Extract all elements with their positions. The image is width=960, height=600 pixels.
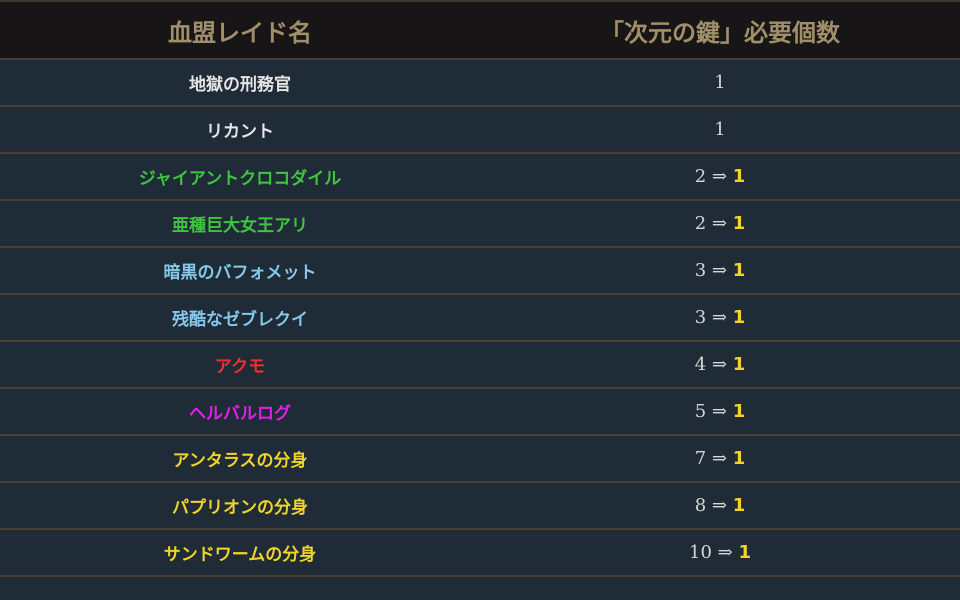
table-row: リカント 1 xyxy=(0,106,960,153)
raid-name: 残酷なゼブレクイ xyxy=(172,310,308,330)
key-count: 1 xyxy=(480,106,960,153)
new-count: 1 xyxy=(732,213,746,234)
raid-name: パプリオンの分身 xyxy=(172,498,308,518)
arrow: ⇒ xyxy=(711,354,727,375)
new-count: 1 xyxy=(732,166,746,187)
raid-name: 亜種巨大女王アリ xyxy=(172,216,308,236)
table-row: パプリオンの分身 8 ⇒ 1 xyxy=(0,482,960,529)
old-count: 1 xyxy=(714,72,726,93)
new-count: 1 xyxy=(732,354,746,375)
old-count: 3 xyxy=(694,260,707,281)
new-count: 1 xyxy=(732,307,746,328)
old-count: 8 xyxy=(694,495,707,516)
key-count: 3 ⇒ 1 xyxy=(480,247,960,294)
table-row: サンドワームの分身 10 ⇒ 1 xyxy=(0,529,960,576)
old-count: 1 xyxy=(714,119,726,140)
key-count: 2 ⇒ 1 xyxy=(480,153,960,200)
key-count: 5 ⇒ 1 xyxy=(480,388,960,435)
old-count: 5 xyxy=(694,401,707,422)
header-key-count: 「次元の鍵」必要個数 xyxy=(480,1,960,60)
arrow: ⇒ xyxy=(711,166,727,187)
new-count: 1 xyxy=(732,448,746,469)
arrow: ⇒ xyxy=(711,213,727,234)
new-count: 1 xyxy=(732,260,746,281)
key-count: 4 ⇒ 1 xyxy=(480,341,960,388)
arrow: ⇒ xyxy=(711,401,727,422)
raid-name: リカント xyxy=(206,122,274,142)
raid-name: 地獄の刑務官 xyxy=(189,75,291,95)
key-count: 10 ⇒ 1 xyxy=(480,529,960,576)
raid-name: アンタラスの分身 xyxy=(172,451,308,471)
header-raid-name: 血盟レイド名 xyxy=(0,1,480,60)
old-count: 10 xyxy=(689,542,712,563)
key-count: 2 ⇒ 1 xyxy=(480,200,960,247)
arrow: ⇒ xyxy=(711,307,727,328)
table-row: アンタラスの分身 7 ⇒ 1 xyxy=(0,435,960,482)
old-count: 2 xyxy=(694,213,707,234)
raid-name: サンドワームの分身 xyxy=(163,545,317,565)
key-count: 1 xyxy=(480,59,960,106)
key-count: 8 ⇒ 1 xyxy=(480,482,960,529)
table-row: ヘルバルログ 5 ⇒ 1 xyxy=(0,388,960,435)
arrow: ⇒ xyxy=(717,542,733,563)
arrow: ⇒ xyxy=(711,448,727,469)
raid-name: 暗黒のバフォメット xyxy=(163,263,317,283)
old-count: 4 xyxy=(694,354,707,375)
arrow: ⇒ xyxy=(711,260,727,281)
table-row: 暗黒のバフォメット 3 ⇒ 1 xyxy=(0,247,960,294)
new-count: 1 xyxy=(732,401,746,422)
key-count: 3 ⇒ 1 xyxy=(480,294,960,341)
raid-name: ジャイアントクロコダイル xyxy=(138,169,342,189)
new-count: 1 xyxy=(738,542,751,563)
table-row: 地獄の刑務官 1 xyxy=(0,59,960,106)
raid-key-table: 血盟レイド名 「次元の鍵」必要個数 地獄の刑務官 1 リカント 1 ジャイアントクロコダ… xyxy=(0,1,960,576)
table-row: 残酷なゼブレクイ 3 ⇒ 1 xyxy=(0,294,960,341)
arrow: ⇒ xyxy=(711,495,727,516)
raid-name: アクモ xyxy=(214,357,266,377)
key-count: 7 ⇒ 1 xyxy=(480,435,960,482)
old-count: 3 xyxy=(694,307,707,328)
old-count: 2 xyxy=(694,166,707,187)
table-header: 血盟レイド名 「次元の鍵」必要個数 xyxy=(0,1,960,60)
raid-name: ヘルバルログ xyxy=(189,404,291,424)
old-count: 7 xyxy=(694,448,707,469)
table-row: ジャイアントクロコダイル 2 ⇒ 1 xyxy=(0,153,960,200)
table-row: アクモ 4 ⇒ 1 xyxy=(0,341,960,388)
new-count: 1 xyxy=(732,495,746,516)
table-row: 亜種巨大女王アリ 2 ⇒ 1 xyxy=(0,200,960,247)
